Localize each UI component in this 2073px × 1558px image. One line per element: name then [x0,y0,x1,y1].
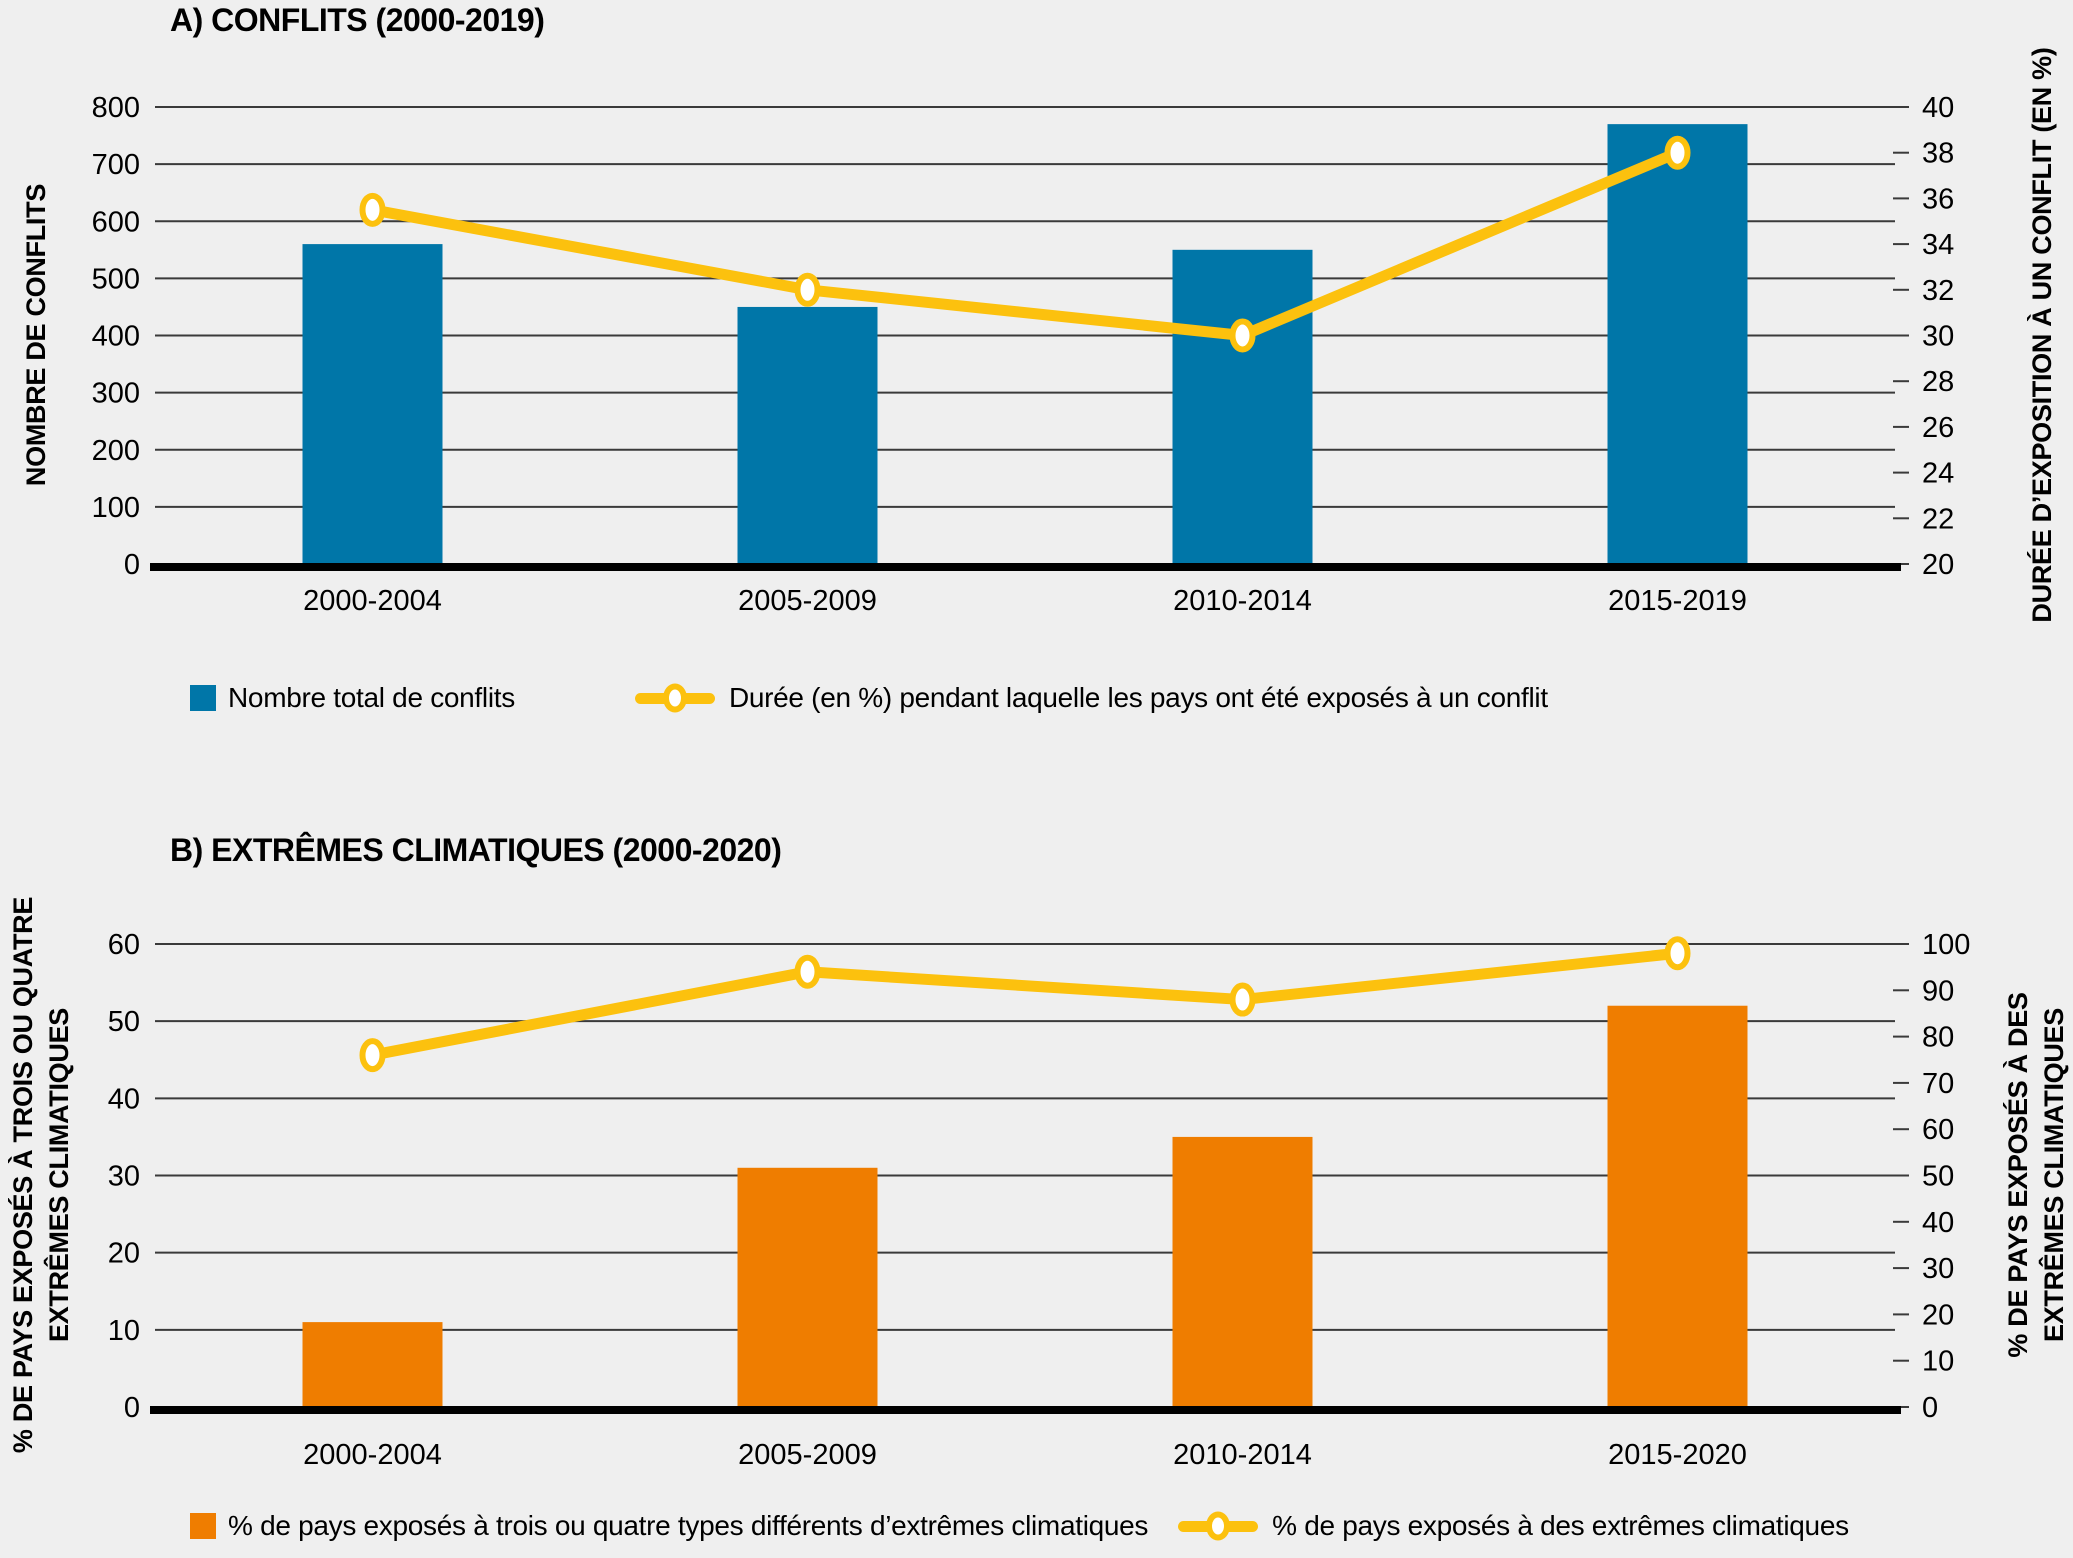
chart-extremes-climatiques-right-axis-title: % DE PAYS EXPOSÉS À DES EXTRÊMES CLIMATI… [2003,992,2069,1358]
right-axis-tick-label: 38 [1922,138,1954,170]
x-axis-label: 2015-2020 [1608,1439,1747,1471]
x-axis-label: 2000-2004 [303,1439,442,1471]
left-axis-tick-label: 400 [92,321,140,353]
left-axis-tick-label: 500 [92,263,140,295]
left-axis-tick-label: 40 [108,1083,140,1115]
bar-2005-2009 [737,1167,878,1410]
left-axis-tick-label: 600 [92,206,140,238]
right-axis-tick-label: 30 [1922,1253,1954,1285]
line-marker [1229,318,1256,353]
bar-2010-2014 [1172,249,1313,567]
right-axis-tick-label: 100 [1922,929,1970,961]
right-axis-tick-label: 60 [1922,1114,1954,1146]
left-axis-tick-label: 0 [124,549,140,581]
right-axis-tick-label: 40 [1922,92,1954,124]
x-axis-label: 2010-2014 [1173,585,1312,617]
legend-item: Nombre total de conflits [190,682,515,714]
right-axis-tick-label: 32 [1922,275,1954,307]
right-axis-tick-label: 36 [1922,183,1954,215]
legend-swatch-square [190,1513,216,1539]
left-axis-tick-label: 200 [92,435,140,467]
right-axis-tick-label: 24 [1922,458,1954,490]
legend-marker-circle [662,683,687,713]
chart-conflits-title: A) CONFLITS (2000-2019) [170,2,545,38]
right-axis-tick-label: 0 [1922,1392,1938,1424]
line-marker [794,272,821,307]
line-marker [1664,135,1691,170]
right-axis-tick-label: 34 [1922,229,1954,261]
right-axis-tick-label: 20 [1922,549,1954,581]
left-axis-tick-label: 20 [108,1238,140,1270]
right-axis-tick-label: 50 [1922,1161,1954,1193]
trend-line [367,947,1683,1061]
right-axis-tick-label: 40 [1922,1207,1954,1239]
x-axis-label: 2000-2004 [303,585,442,617]
line-marker [794,954,821,989]
left-axis-tick-label: 60 [108,929,140,961]
right-axis-tick-label: 70 [1922,1068,1954,1100]
right-axis-tick-label: 30 [1922,321,1954,353]
right-axis-tick-label: 22 [1922,503,1954,535]
right-axis-tick-label: 90 [1922,975,1954,1007]
x-axis-label: 2010-2014 [1173,1439,1312,1471]
left-axis-tick-label: 50 [108,1006,140,1038]
legend-marker-line [634,683,715,713]
right-axis-tick-label: 26 [1922,412,1954,444]
line-marker [1664,936,1691,971]
legend-label: Nombre total de conflits [228,682,515,713]
legend-swatch-square [190,685,216,711]
legend-item: Durée (en %) pendant laquelle les pays o… [634,682,1548,714]
chart-conflits-legend: Nombre total de conflits Durée (en %) pen… [190,682,1548,714]
line-marker [359,1038,386,1073]
bar-2015-2020 [1607,1005,1748,1410]
x-axis-label: 2005-2009 [738,585,877,617]
bar-2000-2004 [302,244,443,567]
chart-conflits-left-axis-title: NOMBRE DE CONFLITS [21,183,51,487]
chart-conflits-right-axis-title: DURÉE D’EXPOSITION À UN CONFLIT (EN %) [2027,47,2057,623]
right-axis-tick-label: 10 [1922,1346,1954,1378]
x-axis-label: 2015-2019 [1608,585,1747,617]
line-marker [1229,982,1256,1017]
left-axis-tick-label: 800 [92,92,140,124]
legend-label: % de pays exposés à des extrêmes climati… [1272,1510,1849,1541]
legend-label: % de pays exposés à trois ou quatre type… [228,1510,1149,1541]
chart-extremes-climatiques-legend: % de pays exposés à trois ou quatre type… [190,1510,1849,1542]
bar-2015-2019 [1607,124,1748,567]
left-axis-tick-label: 10 [108,1315,140,1347]
legend-item: % de pays exposés à trois ou quatre type… [190,1510,1148,1542]
left-axis-tick-label: 300 [92,378,140,410]
legend-item: % de pays exposés à des extrêmes climati… [1178,1510,1849,1542]
line-marker [359,192,386,227]
trend-line [367,147,1683,341]
chart-extremes-climatiques-title: B) EXTRÊMES CLIMATIQUES (2000-2020) [170,832,782,868]
bar-2005-2009 [737,306,878,567]
left-axis-tick-label: 0 [124,1392,140,1424]
x-axis-label: 2005-2009 [738,1439,877,1471]
legend-label: Durée (en %) pendant laquelle les pays o… [728,682,1548,713]
left-axis-tick-label: 700 [92,149,140,181]
right-axis-tick-label: 20 [1922,1299,1954,1331]
chart-extremes-climatiques-left-axis-title: % DE PAYS EXPOSÉS À TROIS OU QUATRE EXTR… [8,896,74,1454]
right-axis-tick-label: 80 [1922,1022,1954,1054]
left-axis-tick-label: 100 [92,492,140,524]
legend-marker-line [1178,1511,1259,1541]
left-axis-tick-label: 30 [108,1161,140,1193]
legend-marker-circle [1206,1511,1231,1541]
bar-2000-2004 [302,1322,443,1410]
bar-2010-2014 [1172,1136,1313,1410]
right-axis-tick-label: 28 [1922,366,1954,398]
